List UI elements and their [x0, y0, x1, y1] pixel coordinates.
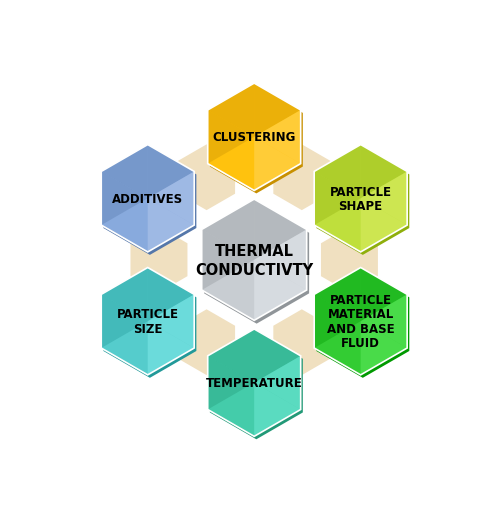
- Polygon shape: [148, 199, 194, 252]
- Polygon shape: [148, 295, 194, 348]
- Polygon shape: [103, 271, 196, 378]
- Polygon shape: [101, 145, 148, 199]
- Text: PARTICLE
SIZE: PARTICLE SIZE: [117, 308, 179, 335]
- Polygon shape: [254, 356, 301, 410]
- Polygon shape: [254, 137, 301, 191]
- Polygon shape: [361, 268, 407, 322]
- Polygon shape: [178, 145, 235, 211]
- Text: PARTICLE
MATERIAL
AND BASE
FLUID: PARTICLE MATERIAL AND BASE FLUID: [327, 293, 394, 350]
- Polygon shape: [273, 310, 330, 375]
- Polygon shape: [361, 172, 407, 226]
- Polygon shape: [314, 268, 407, 375]
- Polygon shape: [208, 356, 254, 410]
- Polygon shape: [254, 199, 307, 260]
- Polygon shape: [204, 203, 309, 324]
- Polygon shape: [101, 295, 148, 348]
- Polygon shape: [321, 227, 378, 293]
- Polygon shape: [314, 145, 407, 252]
- Polygon shape: [361, 145, 407, 199]
- Polygon shape: [202, 199, 254, 260]
- Text: CLUSTERING: CLUSTERING: [212, 131, 296, 144]
- Polygon shape: [314, 145, 361, 199]
- Polygon shape: [148, 172, 194, 226]
- Polygon shape: [202, 230, 254, 290]
- Polygon shape: [316, 148, 409, 256]
- Polygon shape: [148, 322, 194, 375]
- Polygon shape: [101, 268, 194, 375]
- Polygon shape: [208, 84, 301, 191]
- Polygon shape: [101, 268, 148, 322]
- Polygon shape: [208, 111, 254, 164]
- Polygon shape: [361, 199, 407, 252]
- Polygon shape: [314, 172, 361, 226]
- Polygon shape: [210, 332, 303, 439]
- Polygon shape: [254, 230, 307, 290]
- Polygon shape: [361, 295, 407, 348]
- Polygon shape: [208, 329, 254, 383]
- Polygon shape: [208, 84, 254, 137]
- Polygon shape: [254, 329, 301, 383]
- Polygon shape: [208, 329, 301, 436]
- Polygon shape: [254, 260, 307, 321]
- Polygon shape: [130, 227, 187, 293]
- Polygon shape: [361, 322, 407, 375]
- Polygon shape: [103, 148, 196, 256]
- Polygon shape: [316, 271, 409, 378]
- Polygon shape: [101, 145, 194, 252]
- Polygon shape: [178, 310, 235, 375]
- Polygon shape: [254, 84, 301, 137]
- Polygon shape: [202, 199, 307, 321]
- Polygon shape: [210, 87, 303, 194]
- Polygon shape: [148, 145, 194, 199]
- Polygon shape: [148, 268, 194, 322]
- Text: ADDITIVES: ADDITIVES: [112, 192, 184, 206]
- Polygon shape: [314, 268, 361, 322]
- Polygon shape: [314, 295, 361, 348]
- Polygon shape: [254, 111, 301, 164]
- Text: TEMPERATURE: TEMPERATURE: [206, 376, 303, 389]
- Text: THERMAL
CONDUCTIVTY: THERMAL CONDUCTIVTY: [195, 243, 313, 277]
- Polygon shape: [273, 145, 330, 211]
- Text: PARTICLE
SHAPE: PARTICLE SHAPE: [330, 185, 392, 213]
- Polygon shape: [254, 383, 301, 436]
- Polygon shape: [101, 172, 148, 226]
